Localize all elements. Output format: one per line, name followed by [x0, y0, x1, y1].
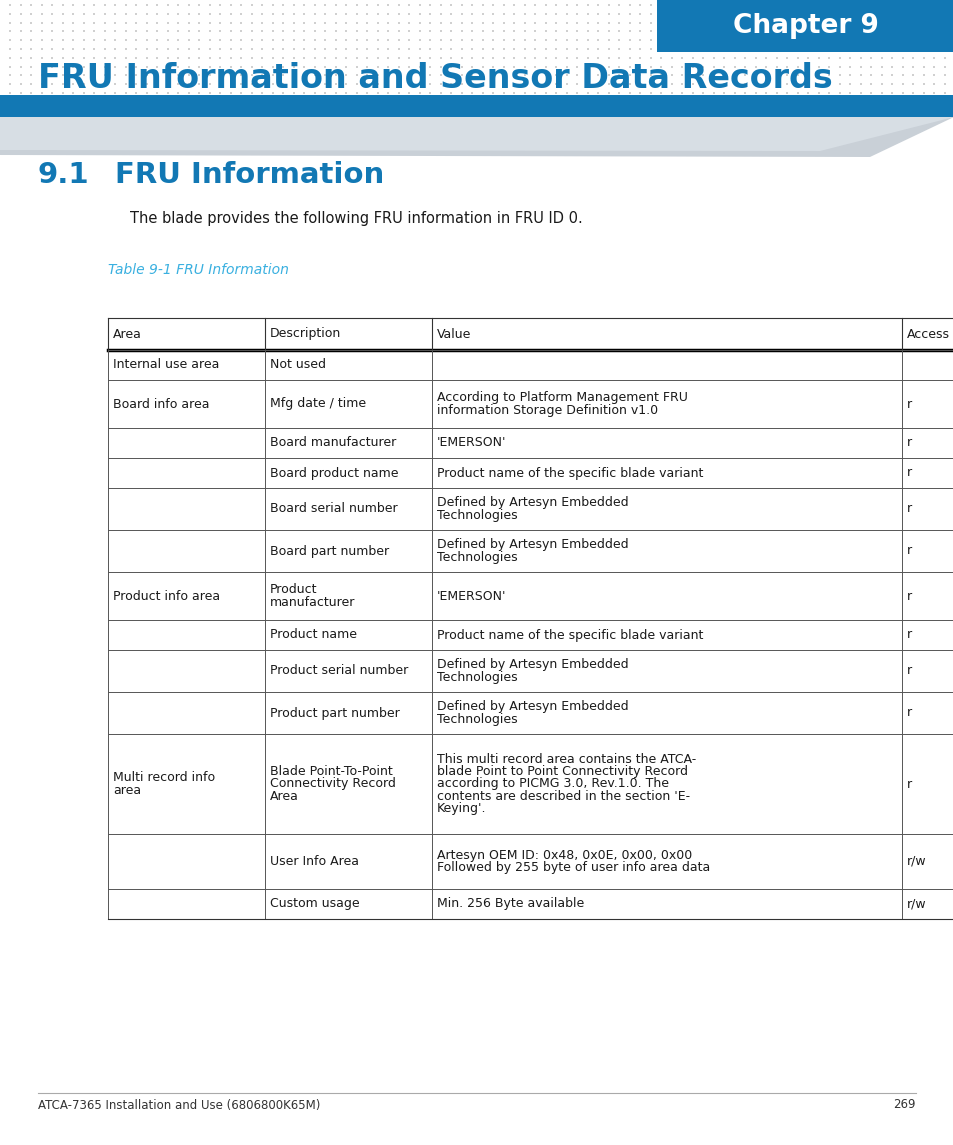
Text: Technologies: Technologies [436, 551, 517, 563]
Text: r: r [906, 397, 911, 411]
Text: r: r [906, 590, 911, 602]
Text: The blade provides the following FRU information in FRU ID 0.: The blade provides the following FRU inf… [130, 211, 582, 226]
Text: Board manufacturer: Board manufacturer [270, 436, 395, 450]
Text: r: r [906, 466, 911, 480]
Text: area: area [112, 783, 141, 797]
Text: Multi record info: Multi record info [112, 772, 214, 784]
Bar [108, 889, 953, 919]
Text: r: r [906, 629, 911, 641]
Text: According to Platform Management FRU: According to Platform Management FRU [436, 392, 687, 404]
Text: Board serial number: Board serial number [270, 503, 397, 515]
Text: 'EMERSON': 'EMERSON' [436, 590, 506, 602]
Bar [108, 428, 953, 458]
Text: r: r [906, 503, 911, 515]
Text: Product info area: Product info area [112, 590, 220, 602]
Polygon shape [0, 117, 953, 157]
Text: Defined by Artesyn Embedded: Defined by Artesyn Embedded [436, 538, 628, 552]
Text: Defined by Artesyn Embedded: Defined by Artesyn Embedded [436, 701, 628, 713]
Bar [108, 734, 953, 834]
Polygon shape [0, 117, 953, 151]
Bar [108, 350, 953, 380]
Text: Mfg date / time: Mfg date / time [270, 397, 366, 411]
Text: Description: Description [270, 327, 341, 340]
Text: according to PICMG 3.0, Rev.1.0. The: according to PICMG 3.0, Rev.1.0. The [436, 777, 668, 790]
Text: Defined by Artesyn Embedded: Defined by Artesyn Embedded [436, 658, 628, 671]
Text: Product: Product [270, 584, 317, 597]
Text: Board product name: Board product name [270, 466, 398, 480]
Text: Product name of the specific blade variant: Product name of the specific blade varia… [436, 466, 702, 480]
Text: Product part number: Product part number [270, 706, 399, 719]
Text: r: r [906, 436, 911, 450]
Bar [108, 619, 953, 650]
Bar [108, 650, 953, 692]
Text: r/w: r/w [906, 898, 925, 910]
Text: Defined by Artesyn Embedded: Defined by Artesyn Embedded [436, 497, 628, 510]
Bar [108, 488, 953, 530]
Text: r: r [906, 545, 911, 558]
Text: Area: Area [270, 790, 298, 803]
Text: Technologies: Technologies [436, 671, 517, 684]
Text: Table 9-1 FRU Information: Table 9-1 FRU Information [108, 263, 289, 277]
Text: 'EMERSON': 'EMERSON' [436, 436, 506, 450]
Bar [0, 95, 953, 117]
Bar [108, 458, 953, 488]
Text: Value: Value [436, 327, 471, 340]
Text: Area: Area [112, 327, 142, 340]
Bar [108, 530, 953, 572]
Text: ATCA-7365 Installation and Use (6806800K65M): ATCA-7365 Installation and Use (6806800K… [38, 1098, 320, 1112]
Text: Product name: Product name [270, 629, 356, 641]
Text: Technologies: Technologies [436, 508, 517, 522]
Text: blade Point to Point Connectivity Record: blade Point to Point Connectivity Record [436, 765, 687, 779]
Text: r: r [906, 777, 911, 790]
Text: Product name of the specific blade variant: Product name of the specific blade varia… [436, 629, 702, 641]
Bar [108, 572, 953, 619]
Text: 9.1: 9.1 [38, 161, 90, 189]
Text: r: r [906, 706, 911, 719]
Text: This multi record area contains the ATCA-: This multi record area contains the ATCA… [436, 753, 696, 766]
Text: FRU Information and Sensor Data Records: FRU Information and Sensor Data Records [38, 62, 832, 95]
Text: Board part number: Board part number [270, 545, 389, 558]
Text: Followed by 255 byte of user info area data: Followed by 255 byte of user info area d… [436, 861, 709, 874]
Text: Min. 256 Byte available: Min. 256 Byte available [436, 898, 583, 910]
Text: contents are described in the section 'E-: contents are described in the section 'E… [436, 790, 689, 803]
Text: r: r [906, 664, 911, 678]
Bar [657, 0, 953, 52]
Text: Technologies: Technologies [436, 712, 517, 726]
Text: Artesyn OEM ID: 0x48, 0x0E, 0x00, 0x00: Artesyn OEM ID: 0x48, 0x0E, 0x00, 0x00 [436, 848, 692, 862]
Bar [108, 380, 953, 428]
Text: Connectivity Record: Connectivity Record [270, 777, 395, 790]
Text: Not used: Not used [270, 358, 326, 371]
Text: Access: Access [906, 327, 949, 340]
Bar [108, 692, 953, 734]
Bar [108, 834, 953, 889]
Text: Blade Point-To-Point: Blade Point-To-Point [270, 765, 393, 779]
Text: manufacturer: manufacturer [270, 595, 355, 609]
Text: User Info Area: User Info Area [270, 855, 358, 868]
Text: Chapter 9: Chapter 9 [732, 13, 878, 39]
Text: Product serial number: Product serial number [270, 664, 408, 678]
Text: 269: 269 [893, 1098, 915, 1112]
Text: Internal use area: Internal use area [112, 358, 219, 371]
Text: Keying'.: Keying'. [436, 802, 486, 815]
Text: r/w: r/w [906, 855, 925, 868]
Text: information Storage Definition v1.0: information Storage Definition v1.0 [436, 403, 658, 417]
Text: Board info area: Board info area [112, 397, 210, 411]
Bar [108, 318, 953, 350]
Text: FRU Information: FRU Information [115, 161, 384, 189]
Text: Custom usage: Custom usage [270, 898, 359, 910]
